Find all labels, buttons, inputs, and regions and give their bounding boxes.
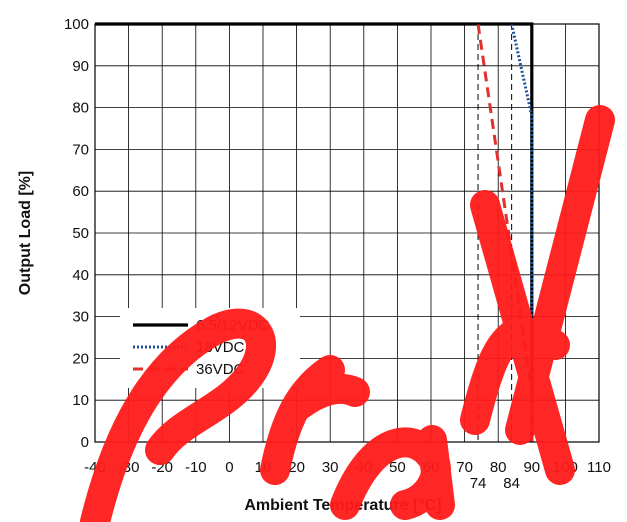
plot-frame: [94, 23, 600, 443]
x-tick-label: 50: [389, 459, 406, 476]
y-tick-label: 40: [72, 267, 89, 284]
annotation-label: 74: [470, 475, 487, 492]
y-tick-label: 20: [72, 350, 89, 367]
y-tick-label: 50: [72, 225, 89, 242]
x-tick-label: 80: [490, 459, 507, 476]
x-tick-label: 30: [322, 459, 339, 476]
y-axis-label: Output Load [%]: [17, 171, 34, 295]
x-tick-label: 90: [523, 459, 540, 476]
x-tick-label: -10: [185, 459, 207, 476]
y-tick-label: 0: [81, 434, 89, 451]
x-tick-label: 20: [288, 459, 305, 476]
annotation-labels: 74 84: [470, 475, 520, 492]
x-tick-label: 110: [587, 459, 611, 476]
y-tick-label: 10: [72, 392, 89, 409]
y-tick-label: 100: [64, 16, 89, 33]
y-tick-label: 80: [72, 100, 89, 117]
x-tick-label: 0: [225, 459, 233, 476]
watermark: [80, 105, 615, 522]
y-tick-labels: 0 10 20 30 40 50 60 70 80 90 100: [64, 16, 89, 451]
x-tick-label: 70: [456, 459, 473, 476]
y-tick-label: 90: [72, 58, 89, 75]
watermark-glyphs: [80, 105, 615, 522]
y-tick-label: 60: [72, 183, 89, 200]
y-tick-label: 70: [72, 141, 89, 158]
annotation-label: 84: [503, 475, 520, 492]
y-tick-label: 30: [72, 309, 89, 326]
